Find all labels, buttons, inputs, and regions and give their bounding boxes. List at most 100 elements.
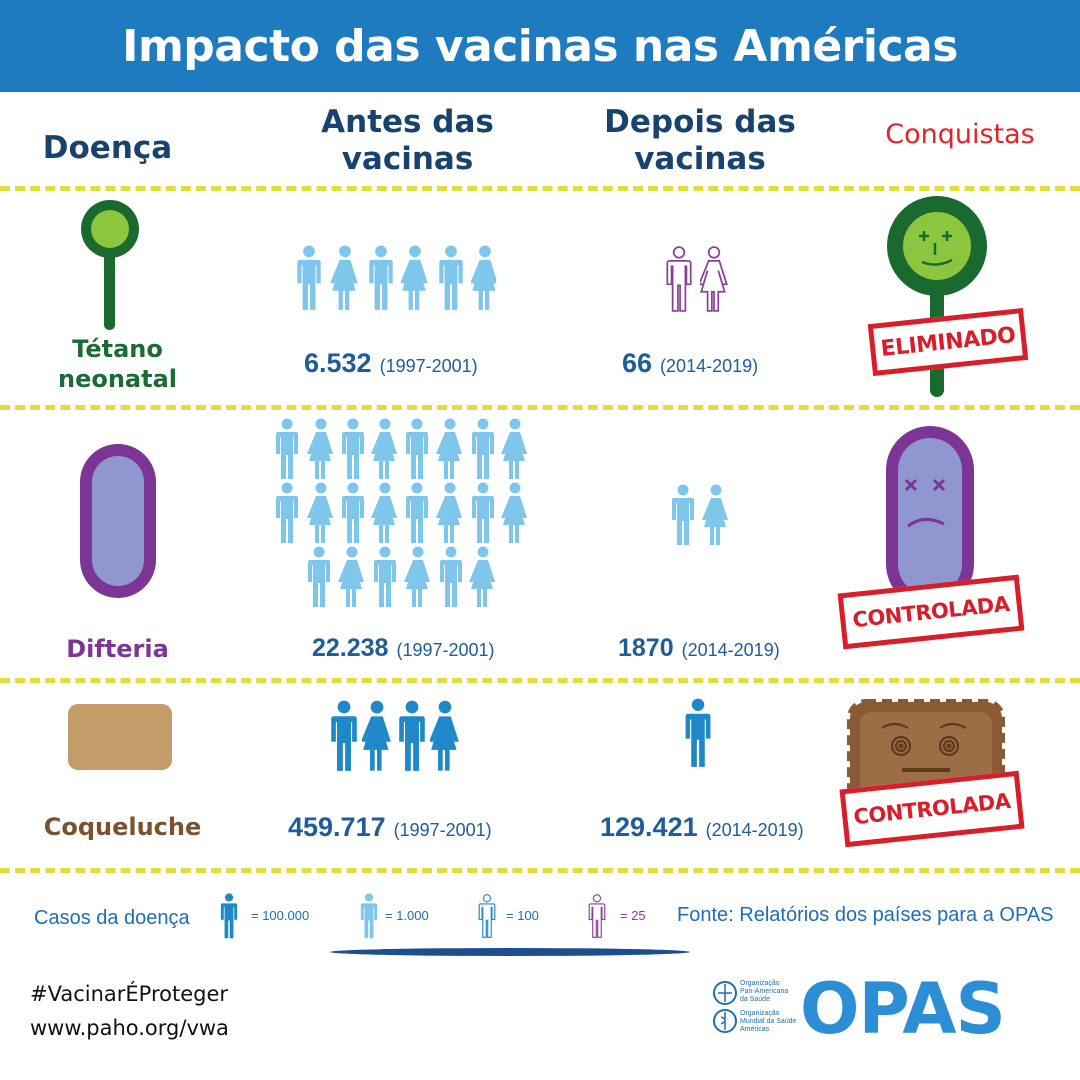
- person-woman-icon: [404, 546, 430, 607]
- person-woman-icon: [401, 245, 428, 310]
- person-woman-icon: [338, 546, 364, 607]
- period: (1997-2001): [396, 640, 495, 660]
- person-man-icon: [440, 546, 462, 607]
- before-stat-diphtheria: 22.238 (1997-2001): [312, 634, 495, 663]
- person-man-icon: [276, 482, 298, 543]
- person-group: [666, 246, 728, 312]
- person-light-blue-icon: [360, 893, 378, 939]
- person-group: [331, 700, 459, 771]
- legend-value: = 1.000: [385, 908, 429, 923]
- person-man-icon: [399, 700, 425, 771]
- org-line: Américas: [740, 1026, 770, 1033]
- person-group: [276, 418, 527, 607]
- case-count: 22.238: [312, 634, 389, 662]
- person-woman-icon: [307, 482, 333, 543]
- person-woman-icon: [371, 418, 397, 479]
- person-man-icon: [297, 245, 321, 310]
- person-dark-blue-icon: [220, 893, 238, 939]
- column-header-before-line2: vacinas: [341, 141, 474, 177]
- legend-label: Casos da doença: [34, 907, 190, 929]
- column-header-after-line2: vacinas: [634, 141, 766, 177]
- person-man-icon: [331, 700, 357, 771]
- person-man-icon: [308, 546, 330, 607]
- source-note: Fonte: Relatórios dos países para a OPAS: [677, 904, 1054, 926]
- person-group: [297, 245, 498, 310]
- person-woman-icon: [702, 484, 728, 545]
- after-people-pertussis: [682, 698, 714, 775]
- before-stat-tetanus: 6.532 (1997-2001): [304, 348, 478, 379]
- org-line: Organização: [740, 1010, 780, 1017]
- after-people-tetanus: [664, 245, 736, 318]
- column-header-after-line1: Depois das: [604, 104, 796, 140]
- person-woman-icon: [501, 482, 527, 543]
- who-name: Organização Mundial da Saúde Américas: [740, 1010, 796, 1034]
- disease-name-line: neonatal: [57, 365, 178, 393]
- disease-name-line: Difteria: [66, 635, 169, 663]
- case-count: 66: [622, 348, 653, 378]
- column-header-achievements: Conquistas: [885, 119, 1035, 150]
- person-man-icon: [342, 418, 364, 479]
- case-count: 6.532: [304, 348, 372, 378]
- row-divider: [0, 868, 1080, 873]
- page-title: Impacto das vacinas nas Américas: [122, 20, 958, 72]
- column-header-disease: Doença: [42, 130, 173, 166]
- disease-name-diphtheria: Difteria: [30, 634, 205, 664]
- legend-value: = 100.000: [251, 908, 310, 923]
- person-man-icon: [672, 484, 694, 545]
- case-count: 1870: [618, 634, 674, 662]
- paho-name: Organização Pan-Americana da Saúde: [740, 980, 788, 1004]
- after-stat-tetanus: 66 (2014-2019): [622, 348, 758, 379]
- stamp-controlled: CONTROLADA: [837, 574, 1025, 650]
- person-man-icon: [439, 245, 463, 310]
- person-man-icon: [374, 546, 396, 607]
- person-man-icon: [406, 418, 428, 479]
- person-man-icon: [342, 482, 364, 543]
- person-woman-icon: [371, 482, 397, 543]
- before-people-diphtheria: [274, 418, 534, 619]
- opas-logo: OPAS: [800, 968, 1006, 1050]
- column-header-after: Depois das vacinas: [580, 104, 820, 178]
- period: (2014-2019): [660, 356, 759, 376]
- disease-name-tetanus: Tétano neonatal: [30, 334, 205, 394]
- person-woman-icon: [307, 418, 333, 479]
- person-woman-icon: [436, 482, 462, 543]
- period: (1997-2001): [393, 820, 492, 840]
- who-emblem-icon: [713, 1009, 737, 1033]
- person-woman-icon: [471, 245, 498, 310]
- org-line: Organização: [740, 980, 780, 987]
- before-people-tetanus: [296, 245, 498, 318]
- person-outline-blue-icon: [478, 894, 496, 938]
- period: (2014-2019): [705, 820, 804, 840]
- person-woman-icon: [430, 700, 459, 771]
- org-line: Mundial da Saúde: [740, 1018, 797, 1025]
- row-divider: [0, 405, 1080, 410]
- period: (1997-2001): [379, 356, 478, 376]
- before-people-pertussis: [330, 700, 464, 779]
- title-banner: Impacto das vacinas nas Américas: [0, 0, 1080, 92]
- disease-name-line: Coqueluche: [43, 813, 202, 841]
- person-woman-icon: [501, 418, 527, 479]
- case-count: 129.421: [600, 812, 698, 842]
- decorative-swoosh: [330, 948, 690, 956]
- website-url: www.paho.org/vwa: [30, 1016, 229, 1040]
- person-outline-purple-icon: [588, 894, 606, 938]
- legend-value: = 25: [620, 908, 646, 923]
- person-woman-icon: [362, 700, 391, 771]
- person-group: [685, 698, 711, 767]
- person-group: [672, 484, 728, 545]
- pertussis-bacterium-icon: [68, 704, 172, 770]
- column-header-before-line1: Antes das: [321, 104, 494, 140]
- person-outline-woman-icon: [700, 246, 728, 312]
- disease-name-pertussis: Coqueluche: [30, 812, 215, 842]
- person-man-icon: [276, 418, 298, 479]
- before-stat-pertussis: 459.717 (1997-2001): [288, 812, 492, 843]
- person-woman-icon: [331, 245, 358, 310]
- legend-value: = 100: [506, 908, 539, 923]
- person-man-icon: [472, 418, 494, 479]
- paho-emblem-icon: [713, 981, 737, 1005]
- person-outline-man-icon: [666, 246, 692, 312]
- row-divider: [0, 186, 1080, 191]
- after-people-diphtheria: [668, 484, 734, 553]
- org-line: da Saúde: [740, 996, 770, 1003]
- person-man-icon: [685, 698, 711, 767]
